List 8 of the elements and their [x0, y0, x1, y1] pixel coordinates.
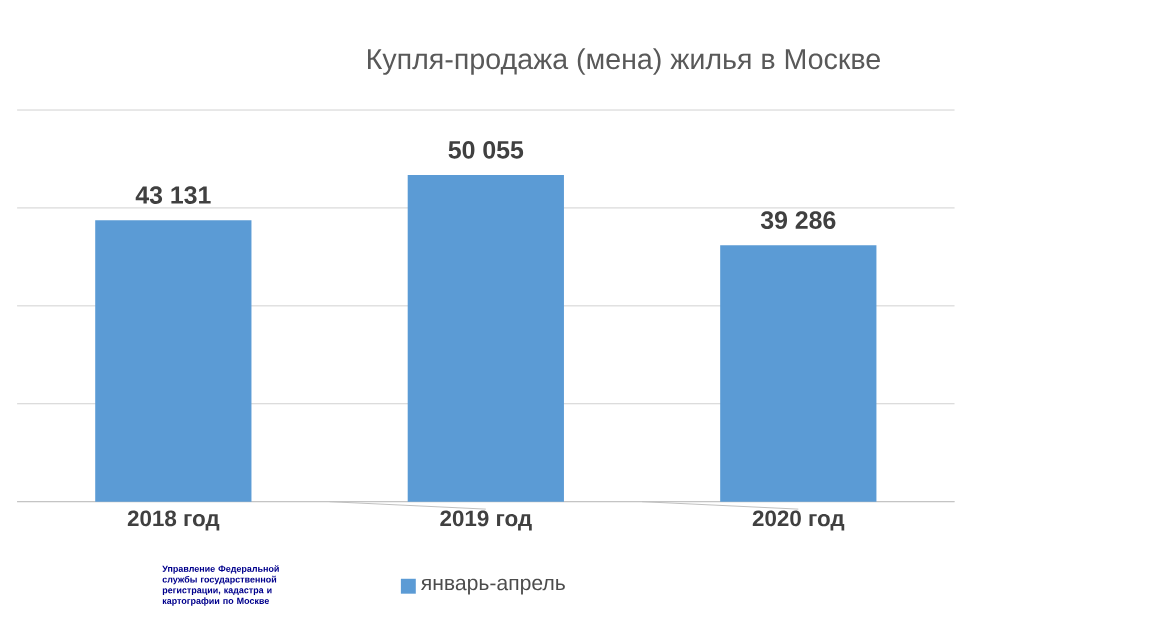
x-tick-label: 2020 год [752, 510, 845, 531]
x-tick-label: 2018 год [127, 510, 220, 531]
data-label: 50 055 [448, 141, 524, 159]
legend-label: январь-апрель [420, 578, 565, 595]
x-tick-label: 2019 год [440, 510, 532, 531]
data-label: 39 286 [760, 211, 836, 230]
data-label: 43 131 [135, 186, 211, 204]
chart-title: Купля-продажа (мена) жилья в Москве [368, 48, 880, 75]
